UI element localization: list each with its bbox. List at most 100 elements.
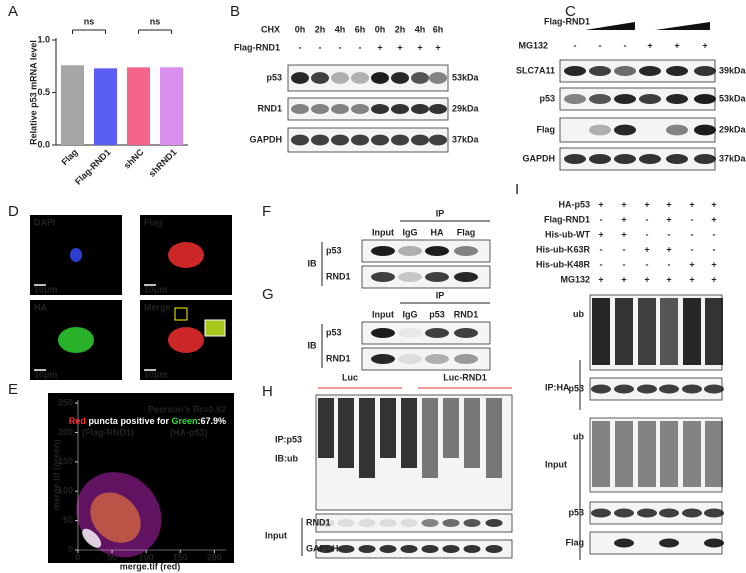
blot bbox=[559, 117, 716, 143]
band bbox=[291, 134, 309, 146]
label: - bbox=[623, 244, 626, 254]
label: p53 bbox=[326, 245, 342, 255]
band bbox=[666, 66, 688, 76]
label: + bbox=[666, 274, 671, 284]
band bbox=[331, 104, 349, 114]
x-tick-label: 100 bbox=[139, 552, 154, 562]
smear bbox=[638, 421, 656, 487]
band bbox=[291, 72, 309, 84]
label: 10μm bbox=[144, 369, 168, 379]
smear bbox=[705, 421, 723, 487]
band bbox=[398, 328, 422, 338]
label: + bbox=[621, 214, 626, 224]
band bbox=[682, 384, 702, 394]
band bbox=[311, 104, 329, 114]
band bbox=[639, 154, 661, 164]
band bbox=[371, 104, 389, 114]
smear bbox=[443, 398, 459, 458]
label: IB bbox=[308, 258, 318, 268]
annotation: ns bbox=[150, 16, 161, 26]
label: p53 bbox=[429, 309, 445, 319]
label: 10μm bbox=[34, 284, 58, 294]
x-axis-label: merge.tif (red) bbox=[120, 561, 181, 571]
coloc-part: puncta positive for bbox=[86, 416, 172, 426]
gradient-wedge bbox=[655, 22, 710, 30]
smear bbox=[660, 421, 678, 487]
label: + bbox=[598, 274, 603, 284]
panel-letter: G bbox=[262, 286, 274, 303]
label: - bbox=[691, 229, 694, 239]
label: Flag-RND1 bbox=[544, 16, 590, 26]
band bbox=[331, 72, 349, 84]
bar bbox=[159, 67, 184, 145]
label: + bbox=[674, 40, 679, 50]
coloc-part: Green bbox=[171, 416, 197, 426]
label: Flag-RND1 bbox=[544, 214, 590, 224]
label: + bbox=[644, 199, 649, 209]
label: GAPDH bbox=[522, 153, 555, 163]
y-tick-label: 0 bbox=[68, 544, 73, 554]
y-tick-label: 0.5 bbox=[37, 87, 50, 97]
y-tick-label: 200 bbox=[58, 427, 73, 437]
coloc-part: :67.9% bbox=[197, 416, 226, 426]
label: + bbox=[598, 229, 603, 239]
label: IP:p53 bbox=[275, 434, 302, 444]
label: GAPDH bbox=[249, 134, 282, 144]
label: 53kDa bbox=[452, 72, 480, 82]
label: + bbox=[689, 259, 694, 269]
label: 2h bbox=[395, 24, 406, 34]
inset bbox=[204, 319, 226, 337]
band bbox=[425, 272, 449, 282]
band bbox=[337, 519, 355, 527]
panel-letter: C bbox=[565, 3, 576, 20]
label: + bbox=[666, 214, 671, 224]
panel-letter: A bbox=[8, 3, 18, 20]
band bbox=[371, 134, 389, 146]
label: IgG bbox=[403, 309, 418, 319]
label: (Flag-RND1) bbox=[82, 427, 134, 437]
band bbox=[351, 104, 369, 114]
smear bbox=[464, 398, 480, 468]
label: 37kDa bbox=[719, 153, 746, 163]
blot bbox=[589, 531, 723, 555]
label: RND1 bbox=[306, 517, 331, 527]
band bbox=[589, 66, 611, 76]
band bbox=[659, 538, 679, 548]
label: - bbox=[359, 42, 362, 52]
y-tick-label: 250 bbox=[58, 397, 73, 407]
smear bbox=[615, 421, 633, 487]
smear bbox=[318, 398, 334, 458]
band bbox=[411, 134, 429, 146]
density bbox=[90, 492, 141, 543]
label: SLC7A11 bbox=[516, 65, 555, 75]
smear bbox=[638, 298, 656, 365]
label: - bbox=[319, 42, 322, 52]
band bbox=[659, 384, 679, 394]
coloc-part: Red bbox=[69, 416, 86, 426]
label: - bbox=[646, 259, 649, 269]
label: 0h bbox=[295, 24, 306, 34]
label: + bbox=[689, 199, 694, 209]
label: p53 bbox=[266, 72, 282, 82]
label: 6h bbox=[355, 24, 366, 34]
label: Luc-RND1 bbox=[443, 372, 487, 382]
label: 10μm bbox=[34, 369, 58, 379]
label: p53 bbox=[568, 507, 584, 517]
label: IP bbox=[436, 290, 445, 300]
label: GAPDH bbox=[306, 543, 339, 553]
band bbox=[411, 104, 429, 114]
label: 53kDa bbox=[719, 93, 746, 103]
label: 4h bbox=[335, 24, 346, 34]
panel-letter: E bbox=[8, 381, 18, 398]
label: + bbox=[689, 274, 694, 284]
cell bbox=[168, 242, 204, 268]
band bbox=[425, 246, 449, 256]
label: His-ub-WT bbox=[545, 229, 590, 239]
label: + bbox=[711, 274, 716, 284]
band bbox=[614, 508, 634, 518]
smear bbox=[359, 398, 375, 478]
band bbox=[311, 134, 329, 146]
band bbox=[614, 384, 634, 394]
label: + bbox=[377, 42, 382, 52]
band bbox=[666, 124, 688, 136]
